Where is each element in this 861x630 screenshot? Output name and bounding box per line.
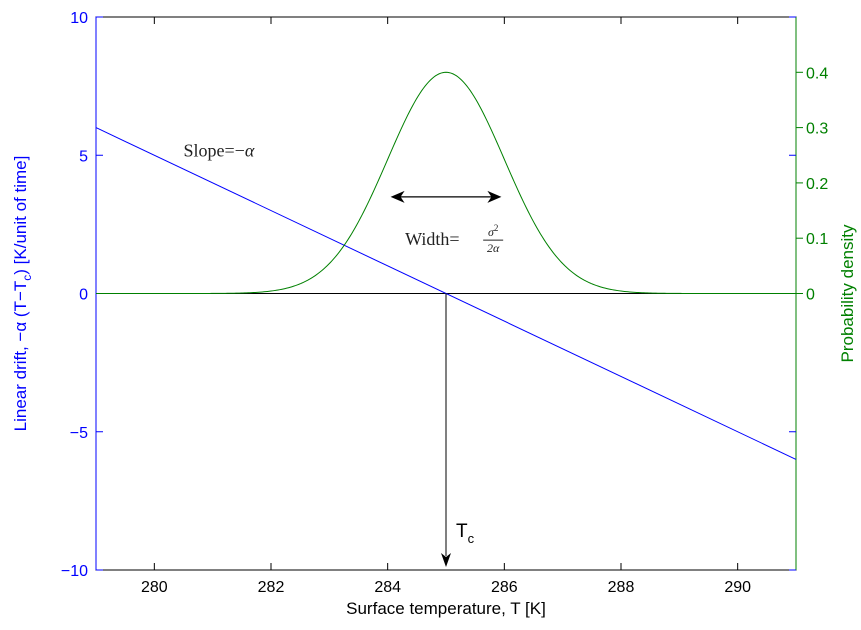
right-y-tick-label: 0.4 [806,65,828,82]
left-y-tick-label: 10 [70,10,88,27]
width-numerator-exponent: 2 [494,223,499,233]
left-y-tick-label: 5 [79,148,88,165]
left-y-tick-label: 0 [79,287,88,304]
plot-layer [95,71,797,567]
density-curve [96,71,796,294]
width-annotation: Width= σ2 2α [405,223,504,255]
x-tick-label: 282 [258,579,285,596]
slope-annotation: Slope=−α [184,141,255,161]
tc-annotation-letter: T [456,521,468,542]
x-tick-label: 280 [141,579,168,596]
right-y-axis-label: Probability density [838,224,857,362]
right-y-tick-label: 0 [806,287,815,304]
width-numerator-sigma: σ [488,225,495,239]
left-y-axis-label-part2: ) [K/unit of time] [11,156,30,275]
slope-annotation-text: Slope=− [184,141,245,161]
right-y-tick-label: 0.3 [806,121,828,138]
x-tick-label: 284 [374,579,401,596]
right-y-tick-label: 0.1 [806,231,828,248]
tc-annotation: Tc [456,521,475,546]
left-y-axis-label-subscript: c [20,275,34,281]
left-y-axis-label: Linear drift, −α (T−Tc) [K/unit of time] [11,156,34,432]
width-annotation-denominator: 2α [487,241,500,255]
width-annotation-numerator: σ2 [488,223,498,239]
x-tick-label: 286 [491,579,518,596]
tick-layer: 280 282 284 286 288 290 −10 −5 0 5 10 0 0.1 0.2 0.3 0.4 [61,10,828,596]
x-axis-label: Surface temperature, T [K] [346,599,546,618]
width-arrow-head-right [487,190,502,203]
slope-annotation-symbol: α [245,141,255,161]
tc-arrow-head [441,553,451,567]
width-annotation-text: Width= [405,229,459,249]
tc-annotation-subscript: c [468,531,475,546]
left-y-tick-label: −5 [70,425,88,442]
x-tick-label: 288 [608,579,635,596]
left-y-tick-label: −10 [61,563,88,580]
width-arrow-head-left [390,190,405,203]
right-y-tick-label: 0.2 [806,176,828,193]
x-tick-label: 290 [724,579,751,596]
left-y-axis-label-part1: Linear drift, −α (T−T [11,281,30,432]
